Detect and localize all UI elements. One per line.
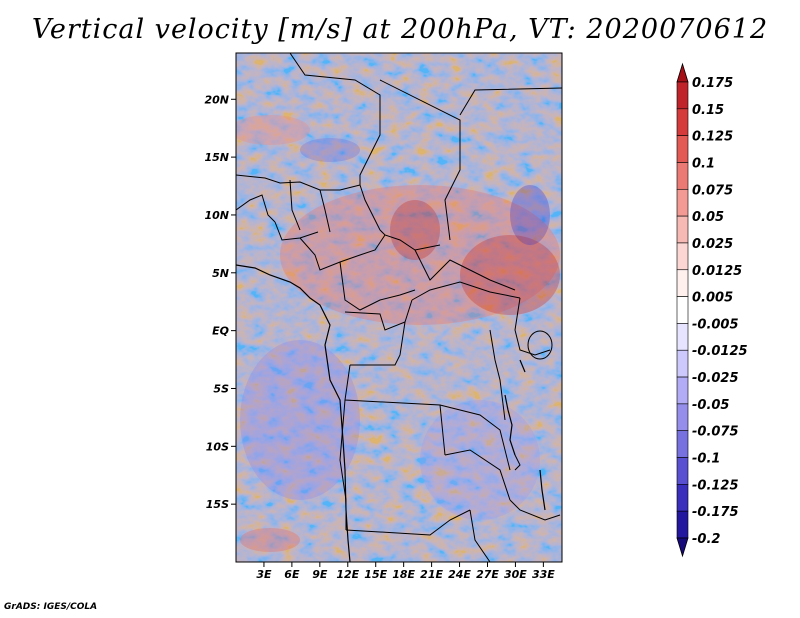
lake-tanganyika bbox=[504, 394, 516, 456]
colorbar-label: 0.0125 bbox=[692, 264, 742, 279]
coastline bbox=[236, 264, 351, 562]
lat-tick-label: 5N bbox=[212, 267, 229, 280]
lon-tick-label: 24E bbox=[448, 568, 471, 581]
colorbar-label: 0.125 bbox=[692, 130, 733, 145]
colorbar-label: -0.175 bbox=[692, 505, 739, 520]
lat-tick-label: EQ bbox=[212, 325, 229, 338]
lon-tick-label: 27E bbox=[476, 568, 499, 581]
country-borders bbox=[236, 53, 562, 562]
colorbar-label: -0.05 bbox=[692, 398, 729, 413]
colorbar-swatch bbox=[676, 510, 689, 539]
latitude-axis: 20N 15N 10N 5N EQ 5S 10S 15S bbox=[204, 93, 236, 511]
chart-title: Vertical velocity [m/s] at 200hPa, VT: 2… bbox=[31, 14, 769, 45]
colorbar-swatch bbox=[676, 162, 689, 190]
lon-tick-label: 18E bbox=[392, 568, 415, 581]
colorbar-swatch bbox=[676, 430, 689, 458]
lake-victoria bbox=[527, 330, 553, 360]
colorbar-label: -0.025 bbox=[692, 371, 739, 386]
colorbar-label: -0.2 bbox=[692, 532, 720, 547]
lat-tick-label: 15N bbox=[204, 151, 229, 164]
colorbar-bottom-triangle bbox=[676, 537, 689, 558]
colorbar-label: -0.075 bbox=[692, 425, 739, 440]
lon-tick-label: 3E bbox=[256, 568, 272, 581]
colorbar-swatch bbox=[676, 403, 689, 432]
colorbar-label: 0.15 bbox=[692, 103, 724, 118]
colorbar-swatch bbox=[676, 242, 689, 271]
colorbar-swatch bbox=[676, 296, 689, 324]
lon-tick-label: 30E bbox=[504, 568, 527, 581]
lon-tick-label: 15E bbox=[364, 568, 387, 581]
lon-tick-label: 33E bbox=[532, 568, 555, 581]
colorbar-label: -0.005 bbox=[692, 317, 739, 332]
colorbar-swatch bbox=[676, 135, 689, 163]
colorbar-swatch bbox=[676, 269, 689, 297]
lake-malawi bbox=[539, 469, 546, 511]
lon-tick-label: 9E bbox=[312, 568, 328, 581]
colorbar-swatch bbox=[676, 188, 689, 217]
colorbar-label: 0.025 bbox=[692, 237, 733, 252]
colorbar-label: -0.1 bbox=[692, 452, 720, 467]
colorbar-label: 0.005 bbox=[692, 291, 733, 306]
lon-tick-label: 6E bbox=[284, 568, 300, 581]
colorbar-swatch bbox=[676, 323, 689, 351]
colorbar-swatch bbox=[676, 376, 689, 405]
colorbar-swatch bbox=[676, 457, 689, 485]
colorbar-swatch bbox=[676, 215, 689, 244]
colorbar-label: 0.175 bbox=[692, 76, 733, 91]
lon-tick-label: 12E bbox=[336, 568, 359, 581]
map-panel bbox=[235, 52, 563, 563]
colorbar-swatch bbox=[676, 81, 689, 110]
colorbar-label: 0.1 bbox=[692, 156, 715, 171]
lat-tick-label: 5S bbox=[213, 382, 229, 395]
colorbar-swatch bbox=[676, 108, 689, 136]
colorbar-swatch bbox=[676, 349, 689, 378]
colorbar: 0.175 0.15 0.125 0.1 0.075 0.05 0.025 0.0125 0.0… bbox=[676, 62, 748, 558]
longitude-axis: 3E 6E 9E 12E 15E 18E 21E 24E 27E 30E 33E bbox=[256, 562, 555, 581]
lat-tick-label: 10S bbox=[206, 440, 229, 453]
lat-tick-label: 10N bbox=[204, 209, 229, 222]
lat-tick-label: 20N bbox=[204, 93, 229, 106]
colorbar-label: -0.0125 bbox=[692, 344, 748, 359]
map-frame bbox=[235, 52, 563, 563]
colorbar-top-triangle bbox=[676, 62, 689, 83]
colorbar-label: 0.05 bbox=[692, 210, 724, 225]
lat-tick-label: 15S bbox=[206, 498, 229, 511]
colorbar-swatch bbox=[676, 484, 689, 512]
grads-credit: GrADS: IGES/COLA bbox=[4, 602, 98, 612]
lon-tick-label: 21E bbox=[420, 568, 443, 581]
colorbar-label: -0.125 bbox=[692, 478, 739, 493]
velocity-field bbox=[236, 53, 562, 562]
colorbar-label: 0.075 bbox=[692, 183, 733, 198]
